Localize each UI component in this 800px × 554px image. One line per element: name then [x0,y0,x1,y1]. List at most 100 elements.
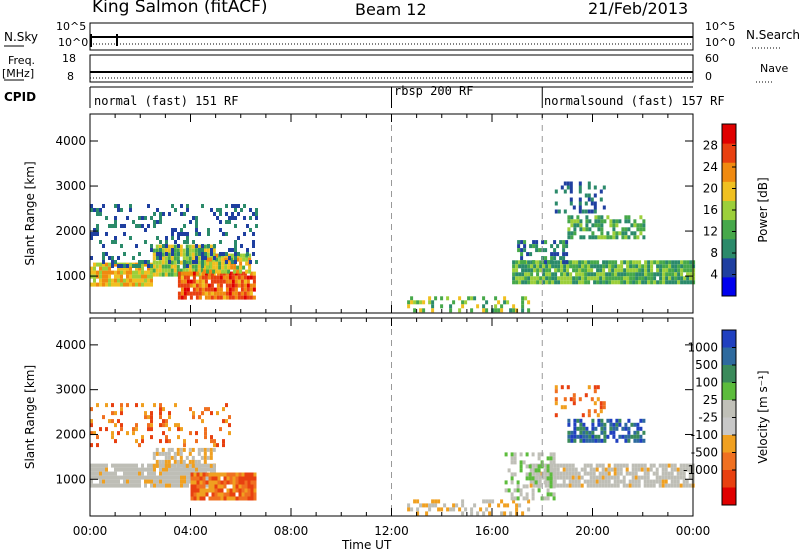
scatter-cell [203,261,207,266]
scatter-cell [126,467,129,472]
scatter-cell [575,268,579,273]
scatter-cell [152,260,156,265]
scatter-cell [234,204,237,208]
scatter-cell [600,418,604,423]
cpid-mode-2: rbsp 200 RF [394,84,474,98]
scatter-cell [570,235,574,240]
scatter-cell [461,511,465,516]
scatter-cell [219,291,223,296]
scatter-cell [102,282,105,287]
scatter-cell [557,280,561,285]
scatter-cell [230,265,234,270]
scatter-cell [581,413,585,418]
scatter-cell [639,227,643,232]
scatter-cell [147,266,150,271]
scatter-cell [182,463,186,468]
scatter-cell [120,427,123,432]
scatter-cell [665,276,669,281]
scatter-cell [609,426,613,431]
scatter-cell [535,471,539,476]
scatter-cell [592,475,596,480]
scatter-cell [452,507,456,512]
scatter-cell [220,492,224,497]
scatter-cell [596,413,600,418]
scatter-cell [682,471,686,476]
scatter-cell [519,468,523,473]
scatter-cell [195,271,199,276]
scatter-cell [155,244,159,249]
scatter-cell [636,227,640,232]
scatter-cell [141,467,144,472]
scatter-cell [213,244,216,248]
scatter-cell [589,467,593,472]
scatter-cell [246,248,249,252]
scatter-cell [90,282,93,287]
scatter-cell [111,463,114,468]
scatter-cell [96,232,99,236]
scatter-cell [164,455,168,460]
scatter-cell [193,496,197,501]
scatter-cell [573,426,577,431]
scatter-cell [114,282,117,287]
scatter-cell [653,276,657,281]
scatter-cell [635,264,639,269]
scatter-cell [455,503,459,508]
scatter-cell [174,208,177,212]
scatter-cell [147,274,150,279]
scatter-cell [671,280,675,285]
scatter-cell [599,197,603,202]
scatter-cell [208,496,212,501]
scatter-cell [204,287,208,292]
scatter-cell [573,227,577,232]
scatter-cell [223,484,227,489]
scatter-cell [665,260,669,265]
scatter-cell [252,240,255,244]
scatter-cell [249,275,253,280]
scatter-cell [584,268,588,273]
x-axis-label: Time UT [342,538,392,552]
scatter-cell [93,228,96,232]
scatter-cell [228,256,231,260]
scatter-cell [573,430,577,435]
scatter-cell [635,272,639,277]
scatter-cell [559,463,563,468]
scatter-cell [117,204,120,208]
scatter-cell [543,496,547,501]
scatter-cell [209,257,213,262]
scatter-cell [123,475,126,480]
scatter-cell [141,260,144,264]
scatter-cell [180,427,183,432]
scatter-cell [673,475,677,480]
scatter-cell [619,471,623,476]
scatter-cell [588,434,592,439]
scatter-cell [159,256,162,260]
scatter-cell [213,443,216,448]
scatter-cell [570,434,574,439]
scatter-cell [650,268,654,273]
scatter-cell [563,405,567,410]
scatter-cell [588,227,592,232]
scatter-cell [120,475,123,480]
scatter-cell [549,468,553,473]
scatter-cell [90,423,93,428]
scatter-cell [407,300,411,305]
scatter-cell [171,252,174,256]
velocity-colorbar-tick-label: -1000 [683,463,718,477]
scatter-cell [99,427,102,432]
scatter-cell [250,496,254,501]
scatter-cell [152,272,156,277]
scatter-cell [611,268,615,273]
scatter-cell [585,426,589,431]
scatter-cell [192,283,196,288]
scatter-cell [598,483,602,488]
scatter-cell [135,467,138,472]
scatter-cell [562,252,566,257]
scatter-cell [670,467,674,472]
scatter-cell [603,430,607,435]
scatter-cell [150,270,153,275]
scatter-cell [520,256,524,261]
scatter-cell [523,260,527,265]
scatter-cell [568,467,572,472]
scatter-cell [199,476,203,481]
scatter-cell [680,268,684,273]
